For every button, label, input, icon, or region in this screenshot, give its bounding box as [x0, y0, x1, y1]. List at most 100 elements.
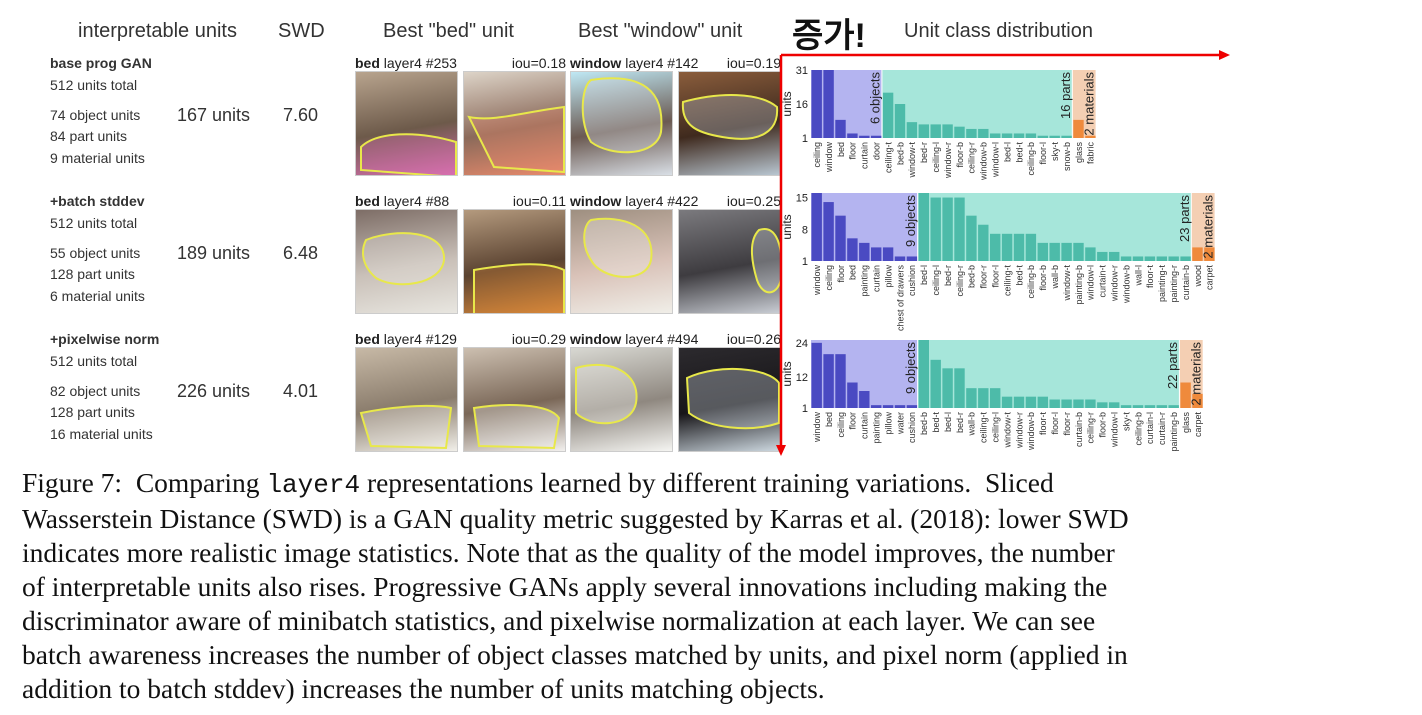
row-swd-value: 6.48	[283, 243, 319, 263]
row-interpretable-units: 226 units	[177, 381, 251, 401]
category-tick-label: curtain-b	[1074, 412, 1084, 447]
category-tick-label: pillow	[883, 265, 893, 288]
category-tick-label: window-r	[1109, 265, 1119, 302]
y-tick-label: 24	[796, 338, 808, 350]
bed-sample-image	[463, 71, 566, 176]
bar-ceiling-t	[1001, 233, 1013, 261]
bar-curtain	[859, 391, 870, 408]
bar-ceiling	[823, 202, 834, 261]
category-tick-label: bed-t	[1014, 142, 1024, 163]
category-tick-label: curtain-t	[1098, 265, 1108, 298]
bar-window-r	[1013, 396, 1025, 408]
bar-glass	[1073, 119, 1084, 138]
bar-wall-l	[1132, 256, 1144, 261]
category-tick-label: curtain	[860, 412, 870, 439]
bed-unit-id: layer4 #129	[383, 331, 457, 347]
y-axis-label: units	[780, 361, 794, 386]
row-object-units: 74 object units	[50, 107, 141, 123]
category-tick-label: bed-b	[967, 265, 977, 288]
bar-carpet	[1204, 247, 1215, 261]
category-tick-label: window	[812, 412, 822, 444]
row-model-name: +batch stddev	[50, 193, 145, 209]
window-sample-image	[570, 347, 673, 452]
caption-line: addition to batch stddev) increases the …	[22, 672, 1129, 706]
y-axis-label: units	[780, 214, 794, 239]
bar-painting	[859, 242, 870, 261]
category-tick-label: snow-b	[1062, 142, 1072, 171]
bar-bed	[835, 119, 846, 138]
window-sample-image	[678, 71, 781, 176]
bar-sky-t	[1049, 135, 1060, 138]
category-tick-label: floor-b	[1098, 412, 1108, 438]
arrow-right-icon	[1219, 50, 1230, 60]
category-tick-label: ceiling-t	[979, 412, 989, 444]
bar-floor-b	[1097, 402, 1108, 408]
bar-window-t	[1061, 242, 1072, 261]
bar-curtain-t	[1097, 251, 1108, 261]
category-tick-label: pillow	[883, 412, 893, 435]
category-tick-label: window	[812, 265, 822, 297]
category-tick-label: bed-l	[1002, 142, 1012, 162]
bar-ceiling-l	[930, 124, 941, 138]
bar-wall-b	[1049, 242, 1060, 261]
category-tick-label: ceiling-b	[1133, 412, 1143, 446]
category-tick-label: glass	[1181, 412, 1191, 434]
bar-curtain-b	[1180, 256, 1191, 261]
row-material-units: 16 material units	[50, 426, 153, 442]
category-tick-label: bed-l	[943, 412, 953, 432]
segmentation-outline	[575, 363, 638, 425]
bar-window-r	[942, 124, 953, 138]
window-unit-caption: window layer4 #422	[570, 193, 698, 209]
category-tick-label: floor	[836, 265, 846, 283]
bar-ceiling-b	[1025, 233, 1037, 261]
window-label: window	[570, 55, 622, 71]
bar-ceiling-r	[966, 128, 977, 138]
category-tick-label: floor-l	[1050, 412, 1060, 435]
row-interpretable-units: 189 units	[177, 243, 251, 263]
caption-code: layer4	[266, 470, 361, 500]
parts-group-label: 16 parts	[1058, 72, 1073, 119]
bar-ceiling-b	[1132, 405, 1144, 408]
category-tick-label: curtain-b	[1181, 265, 1191, 300]
row-model-name: base prog GAN	[50, 55, 152, 71]
segmentation-outline	[581, 77, 663, 154]
category-tick-label: painting-b	[1074, 265, 1084, 305]
bar-painting-t	[1156, 256, 1167, 261]
window-unit-caption: window layer4 #494	[570, 331, 698, 347]
y-axis-label: units	[780, 91, 794, 116]
category-tick-label: wall-b	[967, 412, 977, 437]
window-sample-image	[678, 347, 781, 452]
row-units-total: 512 units total	[50, 77, 138, 93]
category-tick-label: painting	[860, 265, 870, 297]
caption-text: of interpretable units also rises. Progr…	[22, 571, 1108, 602]
category-tick-label: window-t	[1062, 265, 1072, 302]
bar-painting-r	[1168, 256, 1179, 261]
bar-bed	[823, 354, 834, 408]
category-tick-label: chest of drawers	[895, 265, 905, 332]
y-tick-label: 1	[802, 403, 808, 415]
header-best-window: Best "window" unit	[578, 20, 743, 42]
bar-curtain-b	[1073, 399, 1084, 408]
bar-window-r	[1109, 251, 1120, 261]
bar-floor-l	[1037, 135, 1048, 138]
row-units-total: 512 units total	[50, 353, 138, 369]
segmentation-outline	[362, 232, 446, 286]
category-tick-label: cushion	[907, 412, 917, 443]
bar-ceiling-r	[1085, 399, 1096, 408]
caption-text: batch awareness increases the number of …	[22, 639, 1128, 670]
caption-text: discriminator aware of minibatch statist…	[22, 605, 1096, 636]
bar-painting-b	[1168, 405, 1179, 408]
y-tick-label: 15	[796, 193, 808, 205]
bar-ceiling-r	[954, 197, 965, 261]
caption-text: addition to batch stddev) increases the …	[22, 673, 825, 704]
bar-wood	[1192, 247, 1203, 261]
bar-floor-l	[1049, 399, 1060, 408]
row-part-units: 128 part units	[50, 266, 135, 282]
category-tick-label: cushion	[907, 265, 917, 296]
window-iou: iou=0.25	[726, 193, 781, 209]
objects-group-label: 9 objects	[903, 195, 918, 248]
window-sample-image	[570, 209, 673, 314]
bar-window-l	[990, 133, 1001, 138]
bar-window-l	[1085, 247, 1096, 261]
y-tick-label: 1	[802, 256, 808, 268]
